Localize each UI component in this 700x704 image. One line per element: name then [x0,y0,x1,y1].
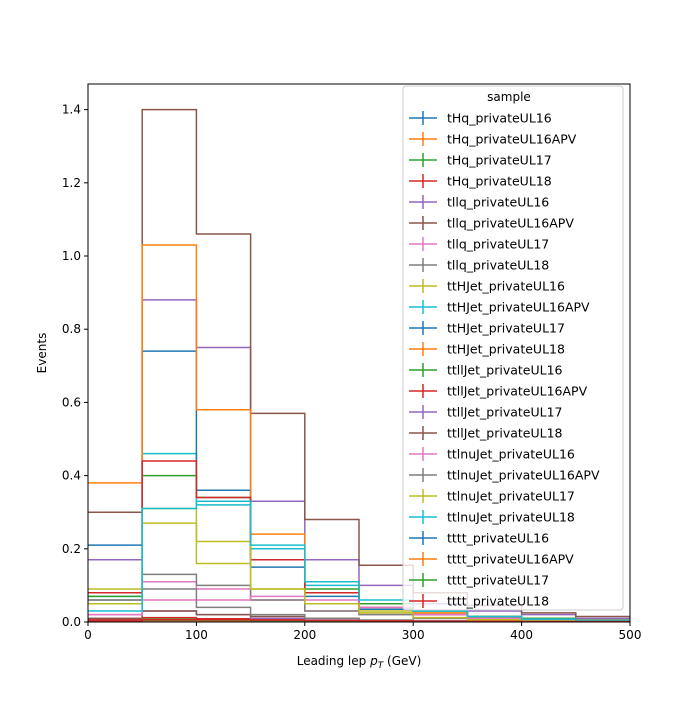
legend-label: tHq_privateUL17 [447,153,552,168]
legend-label: tttt_privateUL18 [447,594,549,609]
legend-label: tHq_privateUL18 [447,174,552,189]
legend-label: ttllJet_privateUL17 [447,405,563,420]
legend-entry-tllq_privateUL16APV: tllq_privateUL16APV [409,216,574,231]
legend-entry-ttlnuJet_privateUL17: ttlnuJet_privateUL17 [409,489,575,504]
legend-entry-ttllJet_privateUL16APV: ttllJet_privateUL16APV [409,384,588,399]
y-axis-label: Events [35,333,49,374]
legend-entry-tttt_privateUL16APV: tttt_privateUL16APV [409,552,574,567]
series-line-ttlnuJet_privateUL18 [88,500,630,622]
legend-entry-tllq_privateUL16: tllq_privateUL16 [409,195,549,210]
legend-label: tttt_privateUL17 [447,573,549,588]
legend-title: sample [487,90,531,104]
legend-label: ttlnuJet_privateUL17 [447,489,575,504]
legend-entry-tttt_privateUL18: tttt_privateUL18 [409,594,549,609]
legend-entry-tttt_privateUL17: tttt_privateUL17 [409,573,549,588]
legend-entry-ttllJet_privateUL18: ttllJet_privateUL18 [409,426,563,441]
legend-label: tttt_privateUL16 [447,531,549,546]
legend-label: tllq_privateUL18 [447,258,549,273]
legend-entry-ttHJet_privateUL16APV: ttHJet_privateUL16APV [409,300,590,315]
legend-entry-tllq_privateUL17: tllq_privateUL17 [409,237,549,252]
y-tick-label: 0.8 [62,322,81,336]
legend-label: ttHJet_privateUL16APV [447,300,590,315]
legend-entry-ttHJet_privateUL18: ttHJet_privateUL18 [409,342,565,357]
legend-label: tHq_privateUL16APV [447,132,577,147]
x-tick-label: 0 [84,628,92,642]
legend-entry-tllq_privateUL18: tllq_privateUL18 [409,258,549,273]
legend-entry-tHq_privateUL17: tHq_privateUL17 [409,153,552,168]
legend-entry-tHq_privateUL16APV: tHq_privateUL16APV [409,132,577,147]
legend-entry-ttlnuJet_privateUL16: ttlnuJet_privateUL16 [409,447,575,462]
legend-box [402,85,624,611]
y-tick-label: 1.4 [62,103,81,117]
legend-label: ttHJet_privateUL18 [447,342,565,357]
legend-label: ttlnuJet_privateUL16 [447,447,575,462]
legend-label: ttllJet_privateUL18 [447,426,563,441]
legend-entry-tttt_privateUL16: tttt_privateUL16 [409,531,549,546]
legend-entry-ttllJet_privateUL17: ttllJet_privateUL17 [409,405,563,420]
y-tick-label: 0.4 [62,469,81,483]
series-line-tllq_privateUL16APV [88,108,630,618]
x-axis-label: Leading lep pT (GeV) [297,654,422,671]
y-tick-label: 1.0 [62,249,81,263]
y-tick-label: 0.2 [62,542,81,556]
axes-layer: 0 100 200 300 400 500 0.0 0.2 0.4 0.6 0.8 1.0 1.2 1.4… [35,83,642,671]
y-tick-label: 1.2 [62,176,81,190]
x-tick-label: 300 [402,628,425,642]
legend-entry-ttlnuJet_privateUL16APV: ttlnuJet_privateUL16APV [409,468,600,483]
y-tick-label: 0.6 [62,395,81,409]
legend-entry-tHq_privateUL18: tHq_privateUL18 [409,174,552,189]
legend-label: tHq_privateUL16 [447,111,552,126]
plot-frame [87,83,631,623]
x-tick-label: 200 [293,628,316,642]
legend-label: ttHJet_privateUL16 [447,279,565,294]
legend-label: tllq_privateUL17 [447,237,549,252]
x-tick-label: 400 [510,628,533,642]
legend-label: ttlnuJet_privateUL16APV [447,468,600,483]
legend-label: tllq_privateUL16APV [447,216,574,231]
legend-label: ttlnuJet_privateUL18 [447,510,575,525]
legend-label: tttt_privateUL16APV [447,552,574,567]
legend-label: ttllJet_privateUL16APV [447,384,588,399]
y-tick-label: 0.0 [62,615,81,629]
legend-label: ttHJet_privateUL17 [447,321,565,336]
legend-entry-ttllJet_privateUL16: ttllJet_privateUL16 [409,363,563,378]
series-line-tttt_privateUL18 [88,619,630,622]
legend-label: tllq_privateUL16 [447,195,549,210]
legend-label: ttllJet_privateUL16 [447,363,563,378]
x-tick-label: 100 [185,628,208,642]
legend-entry-ttlnuJet_privateUL18: ttlnuJet_privateUL18 [409,510,575,525]
legend-entry-ttHJet_privateUL16: ttHJet_privateUL16 [409,279,565,294]
legend-entry-ttHJet_privateUL17: ttHJet_privateUL17 [409,321,565,336]
legend: sample tHq_privateUL16 tHq_privateUL16APVt… [402,85,624,611]
x-tick-label: 500 [619,628,642,642]
legend-entry-tHq_privateUL16: tHq_privateUL16 [409,111,552,126]
series-layer [88,108,630,622]
